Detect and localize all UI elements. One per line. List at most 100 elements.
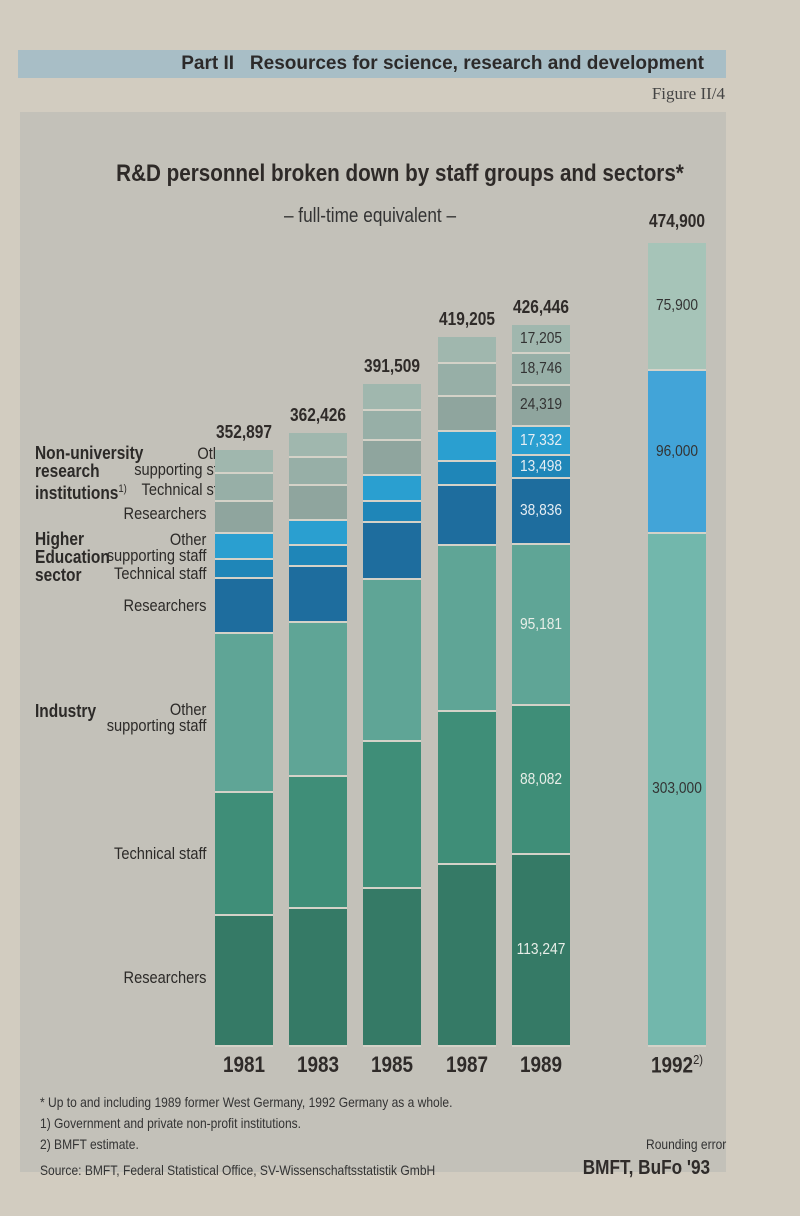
bar-segment <box>438 397 496 432</box>
bar-segment <box>215 792 273 917</box>
bar-segment <box>438 546 496 713</box>
x-tick-label: 1987 <box>445 1052 489 1077</box>
segment-value-label: 303,000 <box>652 780 702 798</box>
bar-segment: 38,836 <box>512 479 570 545</box>
x-tick-label: 1989 <box>519 1052 563 1077</box>
legend-sector-industry: Industry <box>35 701 97 721</box>
bar-segment <box>438 461 496 486</box>
segment-value-label: 13,498 <box>519 457 563 475</box>
bar-segment <box>215 579 273 635</box>
bar-segment <box>363 502 421 524</box>
bar-segment <box>438 712 496 866</box>
bar-segment <box>363 440 421 476</box>
legend-researchers-he: Researchers <box>123 596 207 615</box>
footnote-marker: 1) <box>118 483 127 495</box>
legend-researchers-ind: Researchers <box>123 968 207 987</box>
footnote-1: 1) Government and private non-profit ins… <box>40 1115 302 1131</box>
x-tick-label: 1983 <box>296 1052 340 1077</box>
bar-segment <box>215 474 273 503</box>
bar-segment <box>363 741 421 890</box>
legend-technical-ind: Technical staff <box>114 844 207 863</box>
segment-value-label: 95,181 <box>519 615 563 633</box>
chart-title: R&D personnel broken down by staff group… <box>116 160 684 187</box>
bar-segment <box>215 449 273 475</box>
bar-total-label: 474,900 <box>649 211 705 231</box>
part-header: Part II Resources for science, research … <box>181 53 704 75</box>
bar-segment: 13,498 <box>512 456 570 480</box>
bar-segment <box>438 865 496 1047</box>
segment-value-label: 96,000 <box>655 442 699 460</box>
part-header-band: Part II Resources for science, research … <box>18 50 726 78</box>
legend-technical-nu: Technical staff <box>141 480 234 499</box>
legend-text: supporting staff <box>106 716 207 735</box>
bar-segment <box>363 475 421 503</box>
bar-segment: 88,082 <box>512 706 570 856</box>
bar-segment: 18,746 <box>512 354 570 386</box>
section-label: Resources for science, research and deve… <box>249 53 704 74</box>
legend-other-ind: Other supporting staff <box>0 700 207 735</box>
legend-text: sector <box>35 565 82 585</box>
bar-segment <box>289 777 347 909</box>
bar-segment <box>363 384 421 412</box>
bar-segment <box>215 634 273 793</box>
legend-sector-non-university: Non-university research institutions1) <box>35 444 143 502</box>
bar-segment <box>289 486 347 522</box>
bar-segment: 303,000 <box>648 534 706 1047</box>
bar-segment: 17,332 <box>512 427 570 457</box>
bar-segment <box>289 567 347 624</box>
part-label: Part II <box>181 53 235 74</box>
legend-text: supporting staff <box>134 460 234 479</box>
legend-other-he: Other supporting staff <box>0 530 207 565</box>
segment-value-label: 17,332 <box>519 431 563 449</box>
legend-text: institutions1) <box>35 480 143 502</box>
figure-number: Figure II/4 <box>651 84 725 103</box>
legend-text: research <box>35 461 100 481</box>
bar-segment <box>289 458 347 487</box>
credit: BMFT, BuFo '93 <box>582 1157 710 1179</box>
bar-segment: 95,181 <box>512 544 570 707</box>
x-tick-label: 1985 <box>370 1052 414 1077</box>
rounding-note: Rounding error <box>646 1136 727 1152</box>
bar-segment <box>438 364 496 398</box>
legend-text: Education <box>35 547 110 567</box>
bar-total-label: 362,426 <box>290 405 346 426</box>
segment-value-label: 24,319 <box>519 396 563 414</box>
bar-segment: 17,205 <box>512 325 570 355</box>
bar-segment: 96,000 <box>648 371 706 534</box>
legend-text: institutions <box>35 483 119 503</box>
legend-sector-higher-education: Higher Education sector <box>35 530 110 584</box>
bar-segment <box>215 534 273 561</box>
legend-text: supporting staff <box>106 546 207 565</box>
legend-researchers-nu: Researchers <box>123 504 207 523</box>
legend-technical-he: Technical staff <box>114 564 207 583</box>
footnote-star: * Up to and including 1989 former West G… <box>40 1094 453 1110</box>
bar-segment <box>215 502 273 535</box>
bar-segment <box>438 431 496 462</box>
bar-segment <box>438 485 496 547</box>
segment-value-label: 75,900 <box>655 297 699 315</box>
bar-segment <box>363 889 421 1047</box>
legend-text: Other <box>169 530 207 549</box>
bar-segment <box>215 560 273 580</box>
chart-subtitle: – full-time equivalent – <box>283 205 457 227</box>
legend-text: Other <box>169 700 207 719</box>
segment-value-label: 38,836 <box>519 502 563 520</box>
x-tick-label: 19922) <box>650 1052 704 1078</box>
segment-value-label: 17,205 <box>519 329 563 347</box>
bar-total-label: 419,205 <box>439 309 495 330</box>
legend-text: Higher <box>35 529 85 549</box>
bar-segment <box>289 623 347 778</box>
x-tick-label: 1981 <box>222 1052 266 1077</box>
footnote-marker: 2) <box>693 1052 704 1067</box>
bar-segment <box>289 521 347 547</box>
bar-segment: 75,900 <box>648 242 706 372</box>
bar-total-label: 426,446 <box>513 297 569 317</box>
source-note: Source: BMFT, Federal Statistical Office… <box>40 1162 436 1178</box>
bar-segment: 24,319 <box>512 385 570 428</box>
bar-segment: 113,247 <box>512 855 570 1047</box>
bar-segment <box>215 916 273 1047</box>
footnote-2: 2) BMFT estimate. <box>40 1136 139 1152</box>
segment-value-label: 113,247 <box>516 941 566 959</box>
bar-segment <box>289 546 347 568</box>
